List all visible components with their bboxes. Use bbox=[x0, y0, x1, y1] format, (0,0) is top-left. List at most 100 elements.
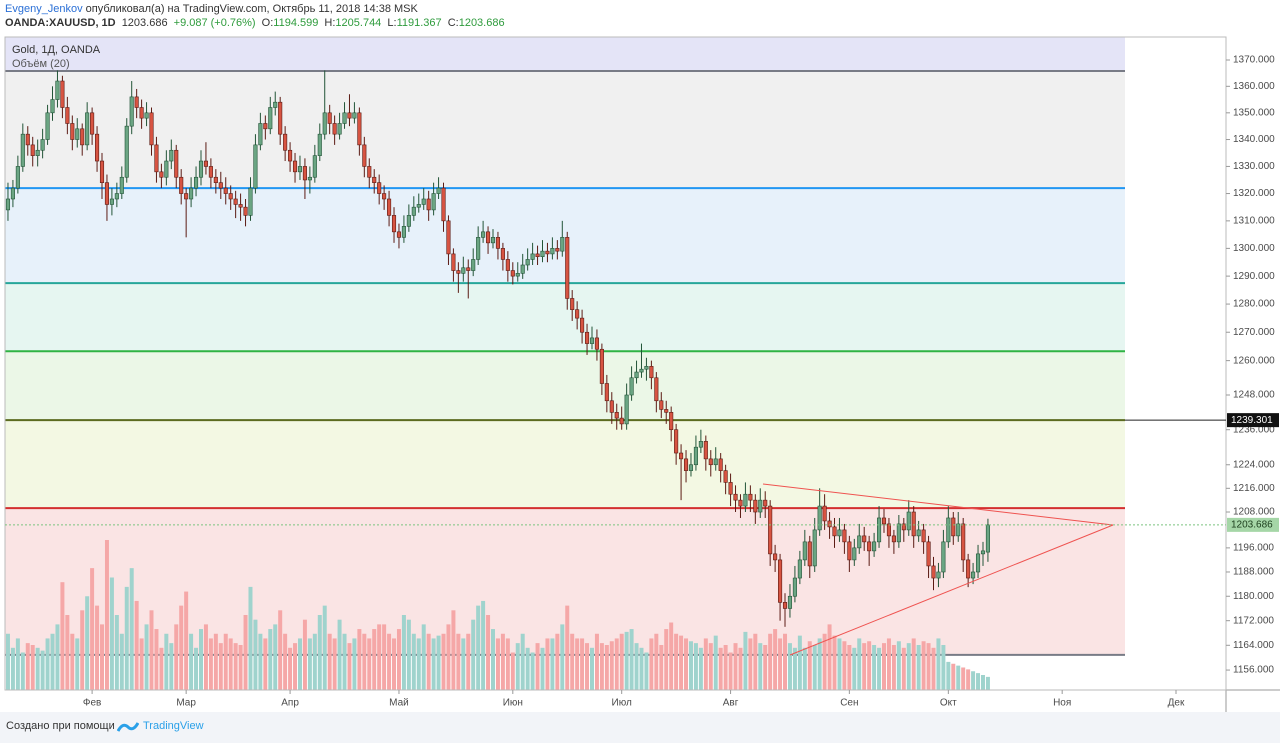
candle-body bbox=[584, 331, 590, 344]
volume-bar bbox=[342, 633, 347, 690]
levels bbox=[5, 37, 1125, 656]
volume-bar bbox=[327, 633, 332, 690]
volume-bar bbox=[951, 663, 956, 690]
candle-body bbox=[114, 193, 119, 200]
volume-bar bbox=[693, 643, 698, 690]
last-price-label: 1203.686 bbox=[1231, 520, 1273, 531]
volume-bar bbox=[5, 633, 10, 690]
change: +9.087 (+0.76%) bbox=[173, 17, 256, 29]
volume-bar bbox=[100, 624, 105, 690]
candle-body bbox=[104, 182, 110, 205]
volume-bar bbox=[139, 638, 144, 690]
volume-bar bbox=[431, 638, 436, 690]
volume-bar bbox=[698, 647, 703, 690]
candle-body bbox=[743, 493, 748, 507]
volume-bar bbox=[639, 647, 644, 690]
candle-body bbox=[857, 535, 862, 549]
volume-bar bbox=[911, 638, 916, 690]
volume-bar bbox=[85, 596, 90, 690]
y-tick-label: 1188.000 bbox=[1233, 567, 1274, 578]
candle-body bbox=[941, 541, 946, 573]
volume-bar bbox=[446, 624, 451, 690]
candle-body bbox=[768, 505, 773, 555]
candle-body bbox=[288, 149, 293, 162]
publish-info: опубликовал(а) на TradingView.com, Октяб… bbox=[85, 3, 418, 15]
volume-bar bbox=[50, 633, 55, 690]
volume-bar bbox=[90, 568, 95, 690]
volume-bar bbox=[495, 638, 500, 690]
volume-bar bbox=[510, 652, 515, 690]
candle-body bbox=[555, 248, 560, 252]
candle-body bbox=[441, 187, 446, 222]
volume-bar bbox=[837, 638, 842, 690]
close-value: 1203.686 bbox=[458, 17, 505, 29]
volume-bar bbox=[297, 638, 302, 690]
candle-body bbox=[782, 602, 788, 609]
axes: 1370.000 1360.000 1350.000 1340.000 1330.000… bbox=[5, 55, 1279, 709]
y-tick-label: 1236.000 bbox=[1233, 424, 1275, 435]
volume-bar bbox=[293, 643, 298, 690]
volume-bar bbox=[149, 610, 154, 690]
x-tick-label: Июн bbox=[503, 698, 523, 709]
candle-body bbox=[327, 112, 332, 124]
candle-body bbox=[278, 101, 283, 135]
author-link[interactable]: Evgeny_Jenkov bbox=[5, 3, 83, 15]
volume-bar bbox=[253, 619, 258, 690]
y-tick-label: 1310.000 bbox=[1233, 215, 1275, 226]
candle-body bbox=[357, 112, 362, 146]
volume-bar bbox=[278, 610, 283, 690]
candle-body bbox=[787, 595, 793, 609]
candle-body bbox=[807, 541, 812, 567]
volume-bar bbox=[15, 638, 20, 690]
volume-bar bbox=[535, 643, 540, 690]
candle-body bbox=[228, 193, 233, 200]
candle-body bbox=[15, 166, 20, 189]
candle-body bbox=[25, 133, 30, 146]
candle-body bbox=[322, 112, 327, 135]
triangle-lower bbox=[789, 524, 1114, 656]
candle-body bbox=[312, 155, 317, 178]
volume-bar bbox=[248, 586, 253, 690]
candle-body bbox=[490, 237, 496, 244]
candle-body bbox=[5, 198, 11, 211]
volume-bar bbox=[773, 629, 778, 690]
candle-body bbox=[867, 541, 872, 552]
high-value: 1205.744 bbox=[335, 17, 382, 29]
candle-body bbox=[124, 125, 129, 178]
volume-bar bbox=[728, 652, 733, 690]
candle-body bbox=[654, 377, 659, 402]
volume-bar bbox=[471, 619, 476, 690]
volume-bar bbox=[580, 638, 585, 690]
candle-body bbox=[431, 193, 436, 211]
candle-body bbox=[966, 559, 971, 579]
candle-body bbox=[713, 458, 718, 466]
volume-bar bbox=[124, 586, 129, 690]
candle-body bbox=[669, 412, 674, 431]
volume-bar bbox=[352, 638, 357, 690]
candle-body bbox=[916, 529, 921, 537]
volume-bar bbox=[946, 661, 951, 690]
volume-bar bbox=[976, 673, 981, 690]
candle-body bbox=[763, 499, 768, 507]
candle-body bbox=[377, 182, 382, 194]
low-value: 1191.367 bbox=[396, 17, 442, 29]
candle-body bbox=[253, 144, 258, 189]
candle-body bbox=[703, 441, 708, 460]
volume-bar bbox=[807, 641, 812, 690]
candle-body bbox=[792, 577, 797, 597]
volume-bar bbox=[713, 635, 718, 690]
volume-bar bbox=[238, 645, 243, 690]
brand-link[interactable]: TradingView bbox=[143, 720, 204, 732]
candle-body bbox=[495, 237, 501, 249]
volume-bar bbox=[35, 647, 40, 690]
candle-body bbox=[817, 505, 822, 531]
candle-body bbox=[758, 499, 763, 513]
candle-body bbox=[75, 128, 80, 140]
volume-bar bbox=[931, 647, 936, 690]
volume-bar bbox=[585, 643, 590, 690]
volume-bar bbox=[916, 645, 921, 690]
volume-bar bbox=[75, 638, 80, 690]
volume-bar bbox=[258, 633, 263, 690]
candle-body bbox=[946, 517, 951, 543]
candle-body bbox=[540, 250, 545, 257]
